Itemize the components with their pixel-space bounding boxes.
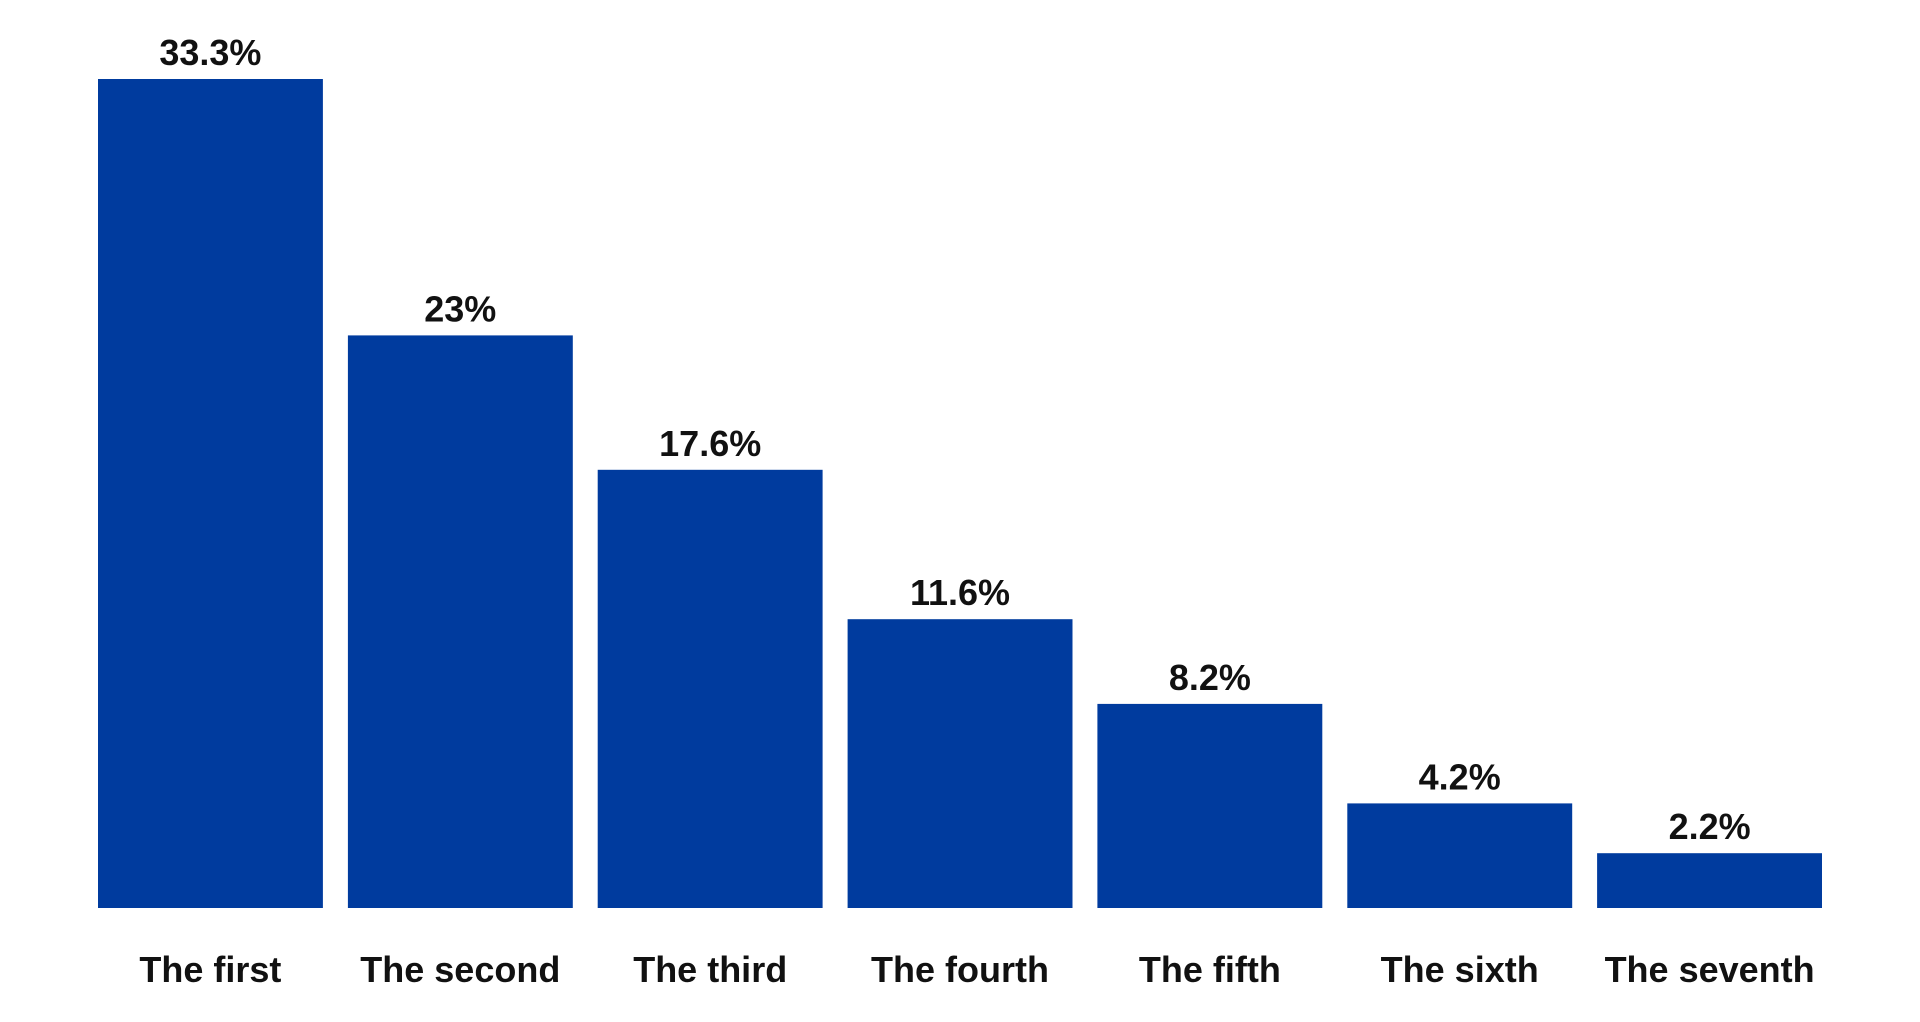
bar-2 (347, 335, 573, 908)
category-label-1: The first (139, 949, 281, 990)
value-label-1: 33.3% (159, 32, 261, 73)
bars-layer (98, 79, 1822, 908)
category-label-3: The third (633, 949, 787, 990)
bar-7 (1597, 853, 1822, 908)
bar-1 (98, 79, 323, 908)
category-labels-layer: The first The second The third The fourth Th… (139, 949, 1814, 990)
category-label-5: The fifth (1139, 949, 1281, 990)
category-label-4: The fourth (871, 949, 1049, 990)
value-label-5: 8.2% (1169, 657, 1251, 698)
category-label-6: The sixth (1381, 949, 1539, 990)
value-labels-layer: 33.3% 23% 17.6% 11.6% 8.2% 4.2% 2.2% (159, 32, 1750, 847)
category-label-2: The second (360, 949, 560, 990)
value-label-6: 4.2% (1419, 756, 1501, 797)
value-label-2: 23% (424, 288, 496, 329)
value-label-7: 2.2% (1669, 806, 1751, 847)
value-label-4: 11.6% (910, 572, 1010, 613)
value-label-3: 17.6% (659, 423, 761, 464)
bar-5 (1097, 703, 1323, 908)
category-label-7: The seventh (1605, 949, 1815, 990)
bar-4 (847, 619, 1073, 908)
bar-6 (1347, 803, 1573, 908)
bar-3 (597, 469, 823, 908)
